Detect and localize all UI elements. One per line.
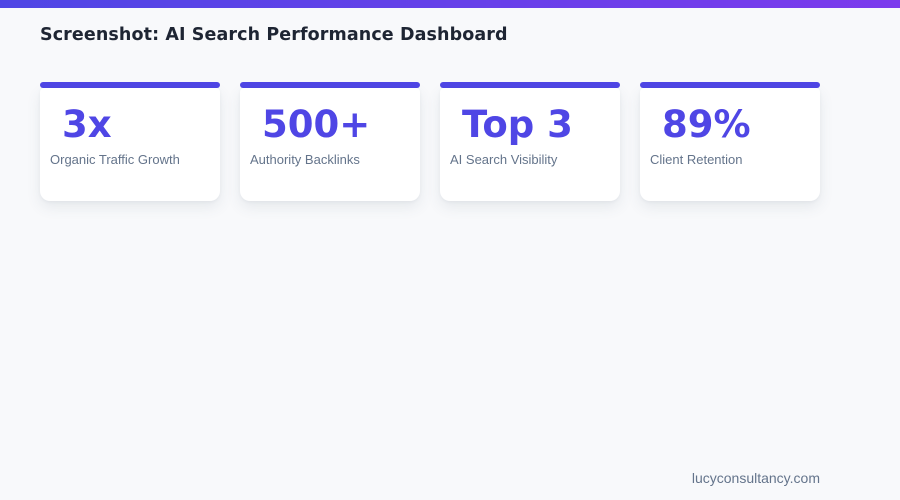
card-body: 89% Client Retention (640, 88, 820, 201)
footer: lucyconsultancy.com (692, 470, 820, 487)
footer-domain: lucyconsultancy.com (691, 470, 820, 487)
card-accent-bar (440, 82, 620, 88)
stat-card-organic-traffic: 3x Organic Traffic Growth (40, 82, 220, 201)
stat-card-ai-visibility: Top 3 AI Search Visibility (440, 82, 620, 201)
stat-card-backlinks: 500+ Authority Backlinks (240, 82, 420, 201)
card-accent-bar (40, 82, 220, 88)
card-body: 3x Organic Traffic Growth (40, 88, 220, 201)
card-accent-bar (240, 82, 420, 88)
stats-row: 3x Organic Traffic Growth 500+ Authority… (40, 82, 820, 201)
stat-label: Authority Backlinks (250, 151, 360, 167)
top-accent-bar (0, 0, 900, 8)
stat-value: Top 3 (462, 103, 573, 146)
card-accent-bar (640, 82, 820, 88)
stat-label: Client Retention (650, 151, 743, 167)
card-body: Top 3 AI Search Visibility (440, 88, 620, 201)
stat-label: AI Search Visibility (450, 151, 558, 167)
page-title: Screenshot: AI Search Performance Dashbo… (40, 25, 508, 45)
stat-label: Organic Traffic Growth (50, 151, 180, 167)
stat-value: 89% (662, 103, 751, 146)
stat-value: 500+ (262, 103, 371, 146)
stat-value: 3x (62, 103, 112, 146)
card-body: 500+ Authority Backlinks (240, 88, 420, 201)
stat-card-client-retention: 89% Client Retention (640, 82, 820, 201)
page-content: Screenshot: AI Search Performance Dashbo… (0, 25, 900, 201)
